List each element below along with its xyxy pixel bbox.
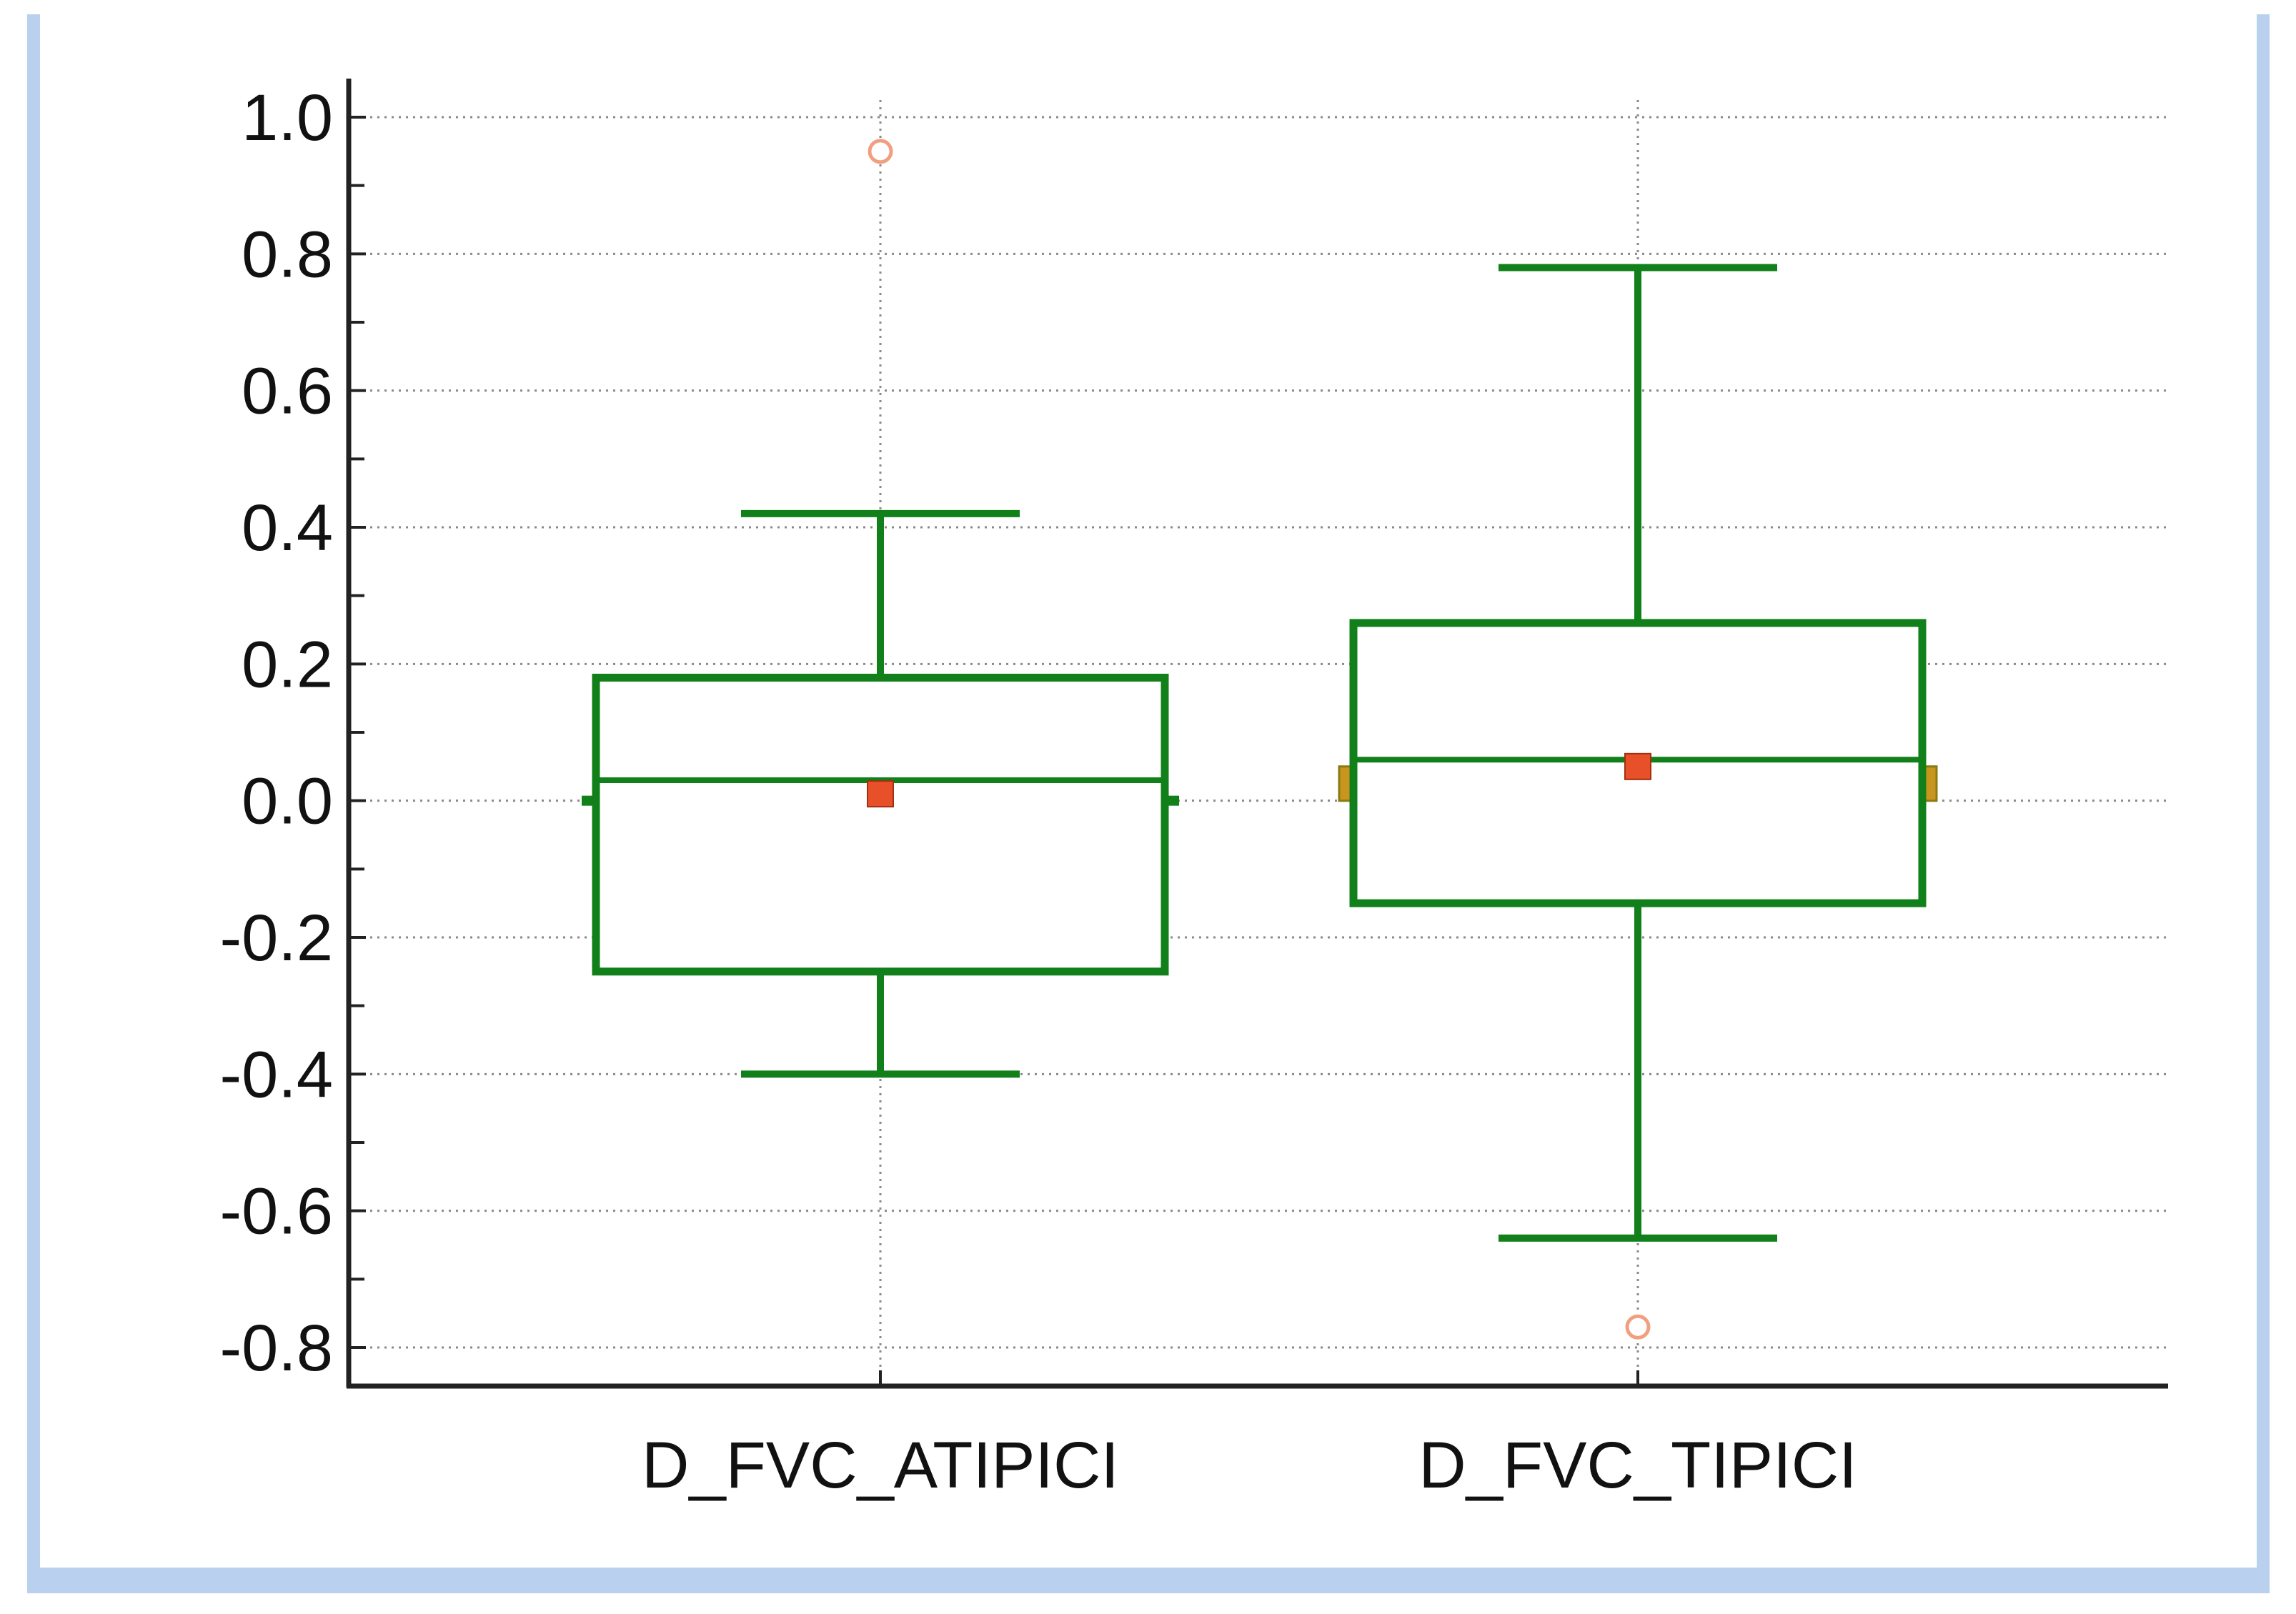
box-1-outlier-0 xyxy=(868,139,893,164)
y-tick-label-8: -0.6 xyxy=(219,1175,333,1248)
box-plot-chart: 1.0 0.8 0.6 0.4 0.2 0.0 -0.2 -0.4 -0.6 -0.8 D_FVC_… xyxy=(219,79,2168,1502)
x-category-label-2: D_FVC_TIPICI xyxy=(1418,1429,1857,1502)
box-1-iqr-box xyxy=(592,673,1169,976)
box-1-ci-marker-left xyxy=(582,795,593,806)
y-tick-label-3: 0.4 xyxy=(242,492,333,564)
box-1-mean-marker xyxy=(867,780,894,808)
x-category-label-1: D_FVC_ATIPICI xyxy=(642,1429,1119,1502)
y-tick-label-4: 0.2 xyxy=(242,628,333,701)
y-tick-label-5: 0.0 xyxy=(242,765,333,838)
chart-frame: 1.0 0.8 0.6 0.4 0.2 0.0 -0.2 -0.4 -0.6 -0.8 D_FVC_… xyxy=(27,14,2270,1593)
box-2-outlier-0 xyxy=(1625,1314,1651,1340)
y-tick-label-1: 0.8 xyxy=(242,218,333,291)
box-1-ci-marker-right xyxy=(1168,795,1179,806)
y-tick-label-9: -0.8 xyxy=(219,1312,333,1385)
y-tick-label-6: -0.2 xyxy=(219,902,333,975)
box-2-mean-marker xyxy=(1624,752,1651,780)
y-tick-label-0: 1.0 xyxy=(242,81,333,154)
y-tick-label-2: 0.6 xyxy=(242,355,333,428)
y-tick-label-7: -0.4 xyxy=(219,1038,333,1111)
